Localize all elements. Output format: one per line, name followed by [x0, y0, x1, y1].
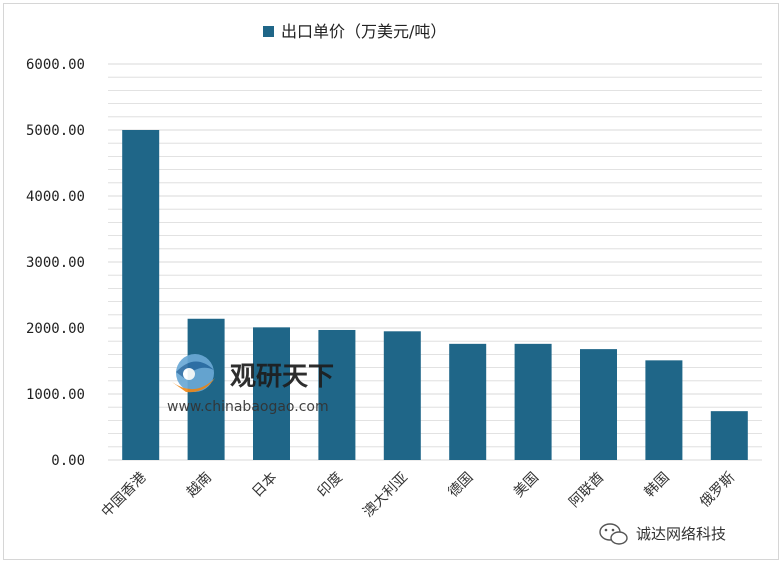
x-tick-label: 日本 [249, 470, 280, 501]
corner-text: 诚达网络科技 [636, 525, 726, 543]
legend-swatch [263, 26, 274, 37]
x-axis-ticks: 中国香港 越南 日本 印度 澳大利亚 德国 美国 阿联酋 韩国 俄罗斯 [99, 469, 739, 521]
bar [253, 327, 290, 460]
watermark-logo-icon [172, 354, 215, 393]
x-tick-label: 印度 [315, 470, 346, 501]
y-tick-label: 0.00 [51, 453, 85, 469]
watermark-url: www.chinabaogao.com [167, 399, 329, 415]
x-tick-label: 越南 [184, 470, 215, 501]
x-tick-label: 阿联酋 [566, 469, 608, 511]
x-tick-label: 俄罗斯 [697, 470, 738, 511]
legend: 出口单价（万美元/吨） [263, 22, 446, 41]
watermark-name: 观研天下 [230, 362, 334, 392]
bar [710, 411, 748, 460]
y-tick-label: 1000.00 [26, 387, 85, 403]
y-axis-ticks: 0.00 1000.00 2000.00 3000.00 4000.00 5000.00 6… [26, 57, 85, 469]
bar [449, 343, 487, 460]
bar [514, 343, 552, 460]
x-tick-label: 澳大利亚 [360, 470, 411, 521]
legend-label: 出口单价（万美元/吨） [281, 22, 446, 41]
x-tick-label: 韩国 [642, 470, 673, 501]
x-tick-label: 德国 [445, 470, 476, 501]
wechat-icon [599, 523, 628, 545]
y-tick-label: 6000.00 [26, 57, 85, 73]
watermark: 观研天下 www.chinabaogao.com [167, 354, 334, 415]
bar [645, 360, 683, 460]
bar [122, 130, 160, 460]
x-tick-label: 中国香港 [99, 470, 150, 521]
y-tick-label: 3000.00 [26, 255, 85, 271]
bar [580, 349, 617, 460]
bar [383, 331, 421, 460]
y-tick-label: 4000.00 [26, 189, 85, 205]
y-tick-label: 2000.00 [26, 321, 85, 337]
corner-label: 诚达网络科技 [599, 523, 726, 545]
bar [318, 329, 356, 460]
x-tick-label: 美国 [511, 470, 542, 501]
y-tick-label: 5000.00 [26, 123, 85, 139]
